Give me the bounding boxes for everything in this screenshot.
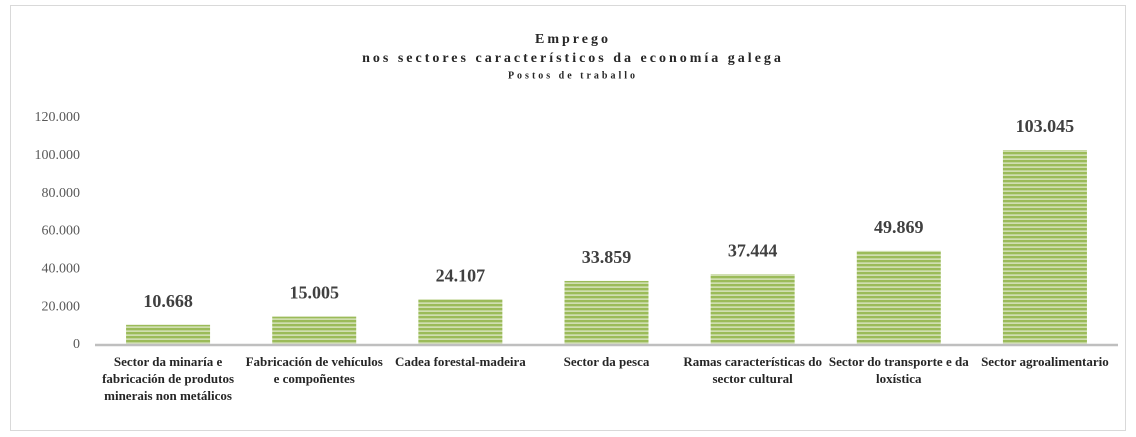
y-tick-label: 80.000 — [42, 186, 81, 201]
x-tick-label: Fabricación de vehículos e compoñentes — [245, 354, 383, 386]
bar — [564, 280, 649, 345]
value-label: 15.005 — [289, 283, 339, 303]
value-label: 37.444 — [728, 240, 778, 260]
y-tick-label: 0 — [73, 337, 80, 352]
value-label: 10.668 — [143, 291, 193, 311]
x-tick-label: Sector da pesca — [563, 354, 650, 369]
y-tick-label: 100.000 — [35, 148, 81, 163]
x-tick-label: Ramas características do sector cultural — [683, 354, 822, 386]
x-tick-label: Sector agroalimentario — [981, 354, 1109, 369]
chart-note: Postos de traballo — [508, 70, 638, 81]
bar — [126, 324, 211, 345]
y-tick-label: 20.000 — [42, 299, 81, 314]
chart-subtitle: nos sectores característicos da economía… — [362, 51, 784, 66]
value-label: 33.859 — [582, 247, 632, 267]
y-tick-label: 120.000 — [35, 110, 81, 125]
value-label: 49.869 — [874, 217, 924, 237]
value-label: 103.045 — [1016, 116, 1075, 136]
chart-title: Emprego — [535, 32, 611, 47]
bar — [418, 299, 503, 345]
bar — [272, 316, 357, 345]
value-label: 24.107 — [436, 266, 486, 286]
chart-frame — [10, 5, 1126, 431]
bar — [710, 274, 795, 345]
y-tick-label: 60.000 — [42, 224, 81, 239]
x-tick-label: Sector do transporte e da loxística — [828, 354, 969, 386]
x-tick-label: Sector da minaría e fabricación de produ… — [102, 354, 235, 403]
y-tick-label: 40.000 — [42, 262, 81, 277]
x-tick-label: Cadea forestal-madeira — [394, 354, 526, 369]
bar — [1002, 150, 1087, 345]
bar — [856, 250, 941, 345]
